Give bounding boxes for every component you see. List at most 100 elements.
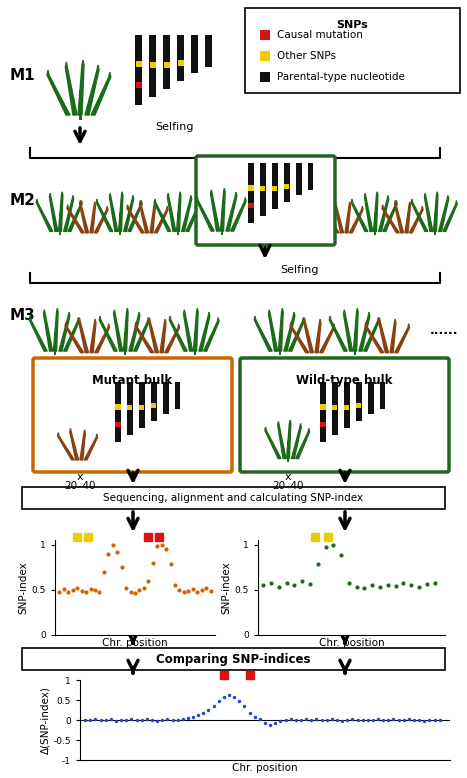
Point — [148, 713, 156, 726]
Polygon shape — [160, 319, 166, 352]
Polygon shape — [129, 312, 140, 351]
Polygon shape — [351, 199, 368, 231]
Point — [113, 545, 121, 558]
Bar — [374, 213, 376, 235]
Point — [333, 713, 341, 726]
Point — [87, 583, 94, 595]
Point — [167, 558, 174, 570]
Polygon shape — [374, 192, 378, 231]
Y-axis label: SNP-index: SNP-index — [222, 561, 232, 614]
Point — [369, 714, 377, 727]
Point — [421, 714, 428, 727]
Bar — [149, 61, 156, 68]
Bar — [175, 382, 180, 409]
Point — [292, 714, 299, 727]
Point — [205, 704, 212, 717]
Bar — [163, 35, 170, 89]
Polygon shape — [226, 192, 237, 231]
Bar — [368, 382, 374, 415]
Polygon shape — [65, 62, 77, 115]
Polygon shape — [379, 317, 389, 352]
Polygon shape — [53, 308, 58, 351]
Polygon shape — [345, 202, 350, 233]
Point — [117, 713, 125, 726]
Bar — [221, 212, 223, 235]
Y-axis label: Δ(SNP-index): Δ(SNP-index) — [41, 686, 50, 754]
Polygon shape — [291, 423, 301, 458]
Polygon shape — [67, 205, 84, 233]
Bar — [354, 331, 356, 355]
Polygon shape — [304, 317, 313, 352]
Polygon shape — [134, 317, 149, 351]
Polygon shape — [231, 198, 246, 231]
Text: x: x — [285, 472, 291, 482]
Point — [290, 579, 298, 591]
Bar — [248, 203, 254, 209]
Polygon shape — [154, 199, 171, 231]
Polygon shape — [29, 316, 47, 351]
Polygon shape — [43, 310, 53, 351]
Point — [380, 713, 387, 726]
Polygon shape — [199, 312, 210, 351]
Bar — [124, 331, 126, 355]
Point — [283, 577, 290, 590]
Point — [260, 579, 267, 591]
Polygon shape — [395, 324, 410, 352]
Point — [314, 558, 321, 570]
Bar — [135, 61, 142, 68]
Polygon shape — [211, 190, 219, 231]
Bar — [127, 382, 133, 435]
Point — [385, 714, 392, 727]
Point — [189, 710, 197, 723]
Point — [109, 538, 116, 551]
Bar — [149, 35, 156, 97]
FancyBboxPatch shape — [240, 358, 449, 472]
Bar — [260, 51, 270, 61]
X-axis label: Chr. position: Chr. position — [102, 638, 168, 648]
Point — [107, 713, 114, 725]
Text: M3: M3 — [10, 307, 36, 323]
Point — [400, 577, 407, 590]
Point — [163, 713, 171, 725]
Point — [349, 713, 356, 725]
Polygon shape — [113, 310, 123, 351]
Point — [64, 585, 72, 598]
Point — [368, 579, 376, 591]
Polygon shape — [165, 324, 179, 352]
Polygon shape — [364, 317, 379, 351]
Text: Selfing: Selfing — [280, 265, 318, 275]
Point — [271, 717, 279, 730]
Text: Other SNPs: Other SNPs — [277, 51, 336, 61]
Bar — [260, 30, 270, 40]
Polygon shape — [382, 205, 399, 233]
Bar — [284, 184, 289, 189]
Point — [395, 714, 403, 727]
Text: 20–40: 20–40 — [272, 481, 304, 491]
Polygon shape — [135, 322, 154, 352]
Point — [143, 713, 150, 725]
Point — [81, 713, 89, 726]
Point — [140, 582, 148, 594]
Point — [69, 584, 77, 596]
Bar — [115, 382, 121, 441]
Text: Sequencing, alignment and calculating SNP-index: Sequencing, alignment and calculating SN… — [103, 493, 363, 503]
Bar — [320, 422, 325, 427]
Point — [322, 541, 329, 553]
Polygon shape — [265, 427, 281, 458]
Point — [122, 582, 130, 594]
Point — [169, 714, 176, 727]
Point — [97, 714, 104, 727]
Point — [436, 714, 444, 727]
Point — [78, 584, 85, 597]
Polygon shape — [47, 70, 70, 115]
Bar — [163, 382, 169, 415]
Bar — [279, 331, 281, 355]
Bar — [356, 382, 361, 421]
Point — [138, 714, 145, 727]
Polygon shape — [278, 308, 283, 351]
Point — [207, 584, 214, 597]
Polygon shape — [64, 317, 79, 351]
Polygon shape — [220, 188, 225, 231]
Point — [86, 714, 94, 727]
Polygon shape — [433, 192, 438, 231]
